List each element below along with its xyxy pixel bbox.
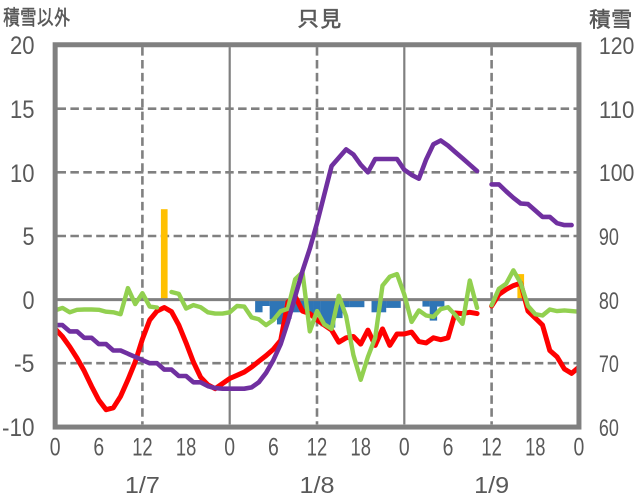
svg-text:6: 6 [268, 435, 279, 462]
svg-text:10: 10 [10, 160, 35, 188]
svg-text:60: 60 [599, 415, 619, 442]
svg-text:0: 0 [574, 435, 585, 462]
svg-text:15: 15 [10, 96, 35, 124]
svg-text:0: 0 [224, 435, 235, 462]
svg-text:120: 120 [599, 33, 635, 60]
svg-text:1/9: 1/9 [474, 472, 509, 498]
svg-text:6: 6 [443, 435, 454, 462]
svg-text:0: 0 [23, 287, 35, 315]
svg-text:0: 0 [399, 435, 410, 462]
svg-text:12: 12 [481, 435, 501, 462]
svg-text:70: 70 [599, 351, 619, 378]
svg-text:110: 110 [599, 97, 635, 124]
svg-text:12: 12 [132, 435, 152, 462]
svg-text:18: 18 [351, 435, 371, 462]
svg-text:100: 100 [599, 160, 635, 187]
svg-text:-5: -5 [14, 350, 35, 378]
svg-text:12: 12 [307, 435, 327, 462]
svg-text:90: 90 [599, 224, 619, 251]
svg-text:1/7: 1/7 [125, 472, 160, 498]
svg-text:-10: -10 [2, 414, 35, 442]
svg-text:0: 0 [50, 435, 61, 462]
svg-text:5: 5 [23, 223, 35, 251]
svg-text:1/8: 1/8 [300, 472, 335, 498]
svg-text:80: 80 [599, 288, 619, 315]
svg-text:6: 6 [93, 435, 104, 462]
svg-text:18: 18 [176, 435, 196, 462]
svg-text:20: 20 [10, 32, 35, 60]
svg-text:18: 18 [525, 435, 545, 462]
